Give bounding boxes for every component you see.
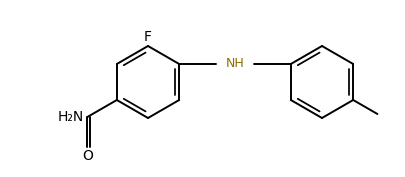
Text: O: O bbox=[82, 149, 93, 163]
Text: F: F bbox=[144, 30, 151, 44]
Text: H₂N: H₂N bbox=[57, 110, 83, 124]
Text: NH: NH bbox=[225, 58, 244, 70]
